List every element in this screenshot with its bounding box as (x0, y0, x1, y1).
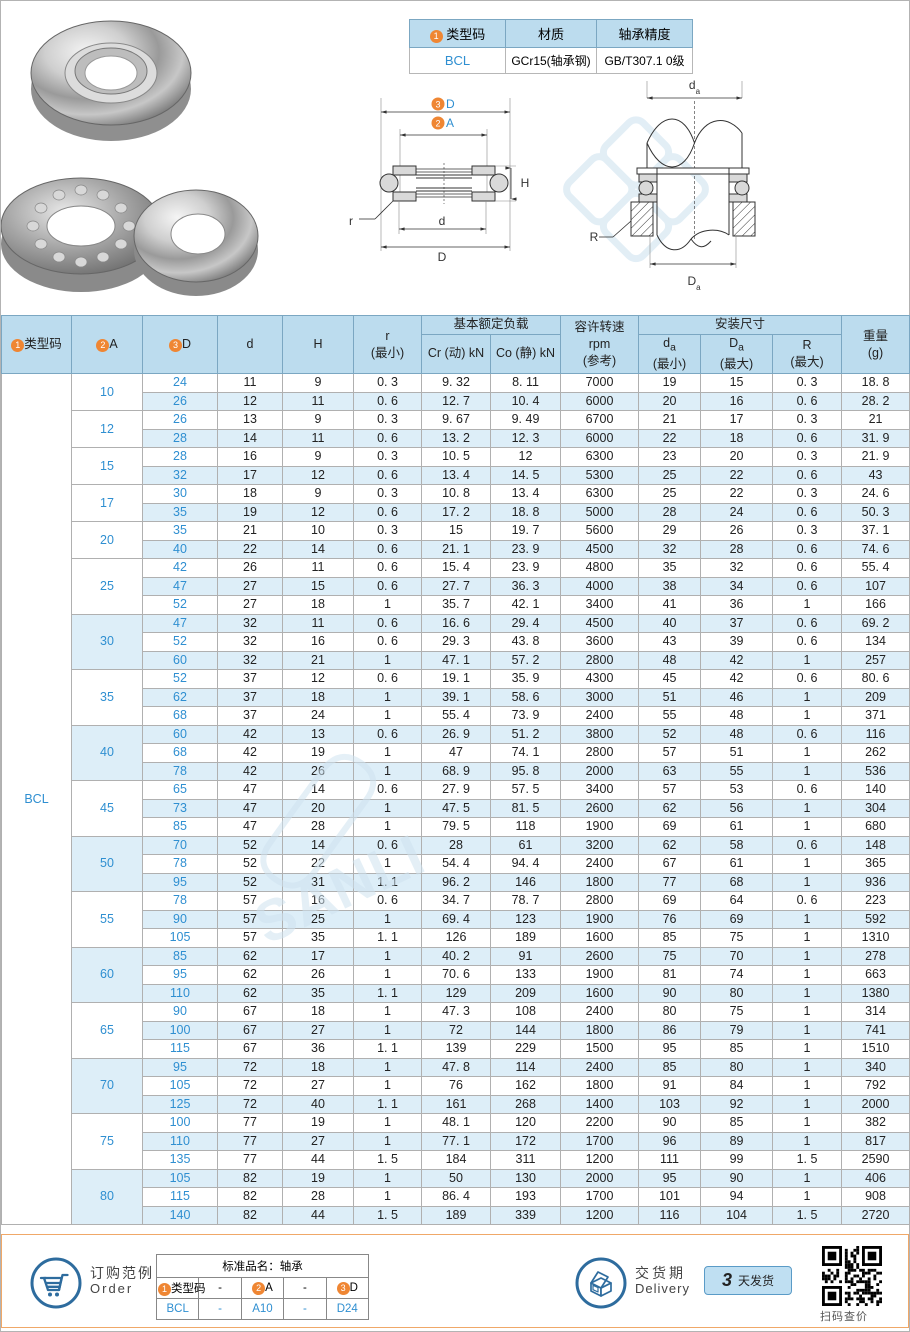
svg-text:R: R (590, 230, 599, 244)
svg-text:Da: Da (687, 274, 701, 292)
svg-text:da: da (689, 78, 701, 96)
